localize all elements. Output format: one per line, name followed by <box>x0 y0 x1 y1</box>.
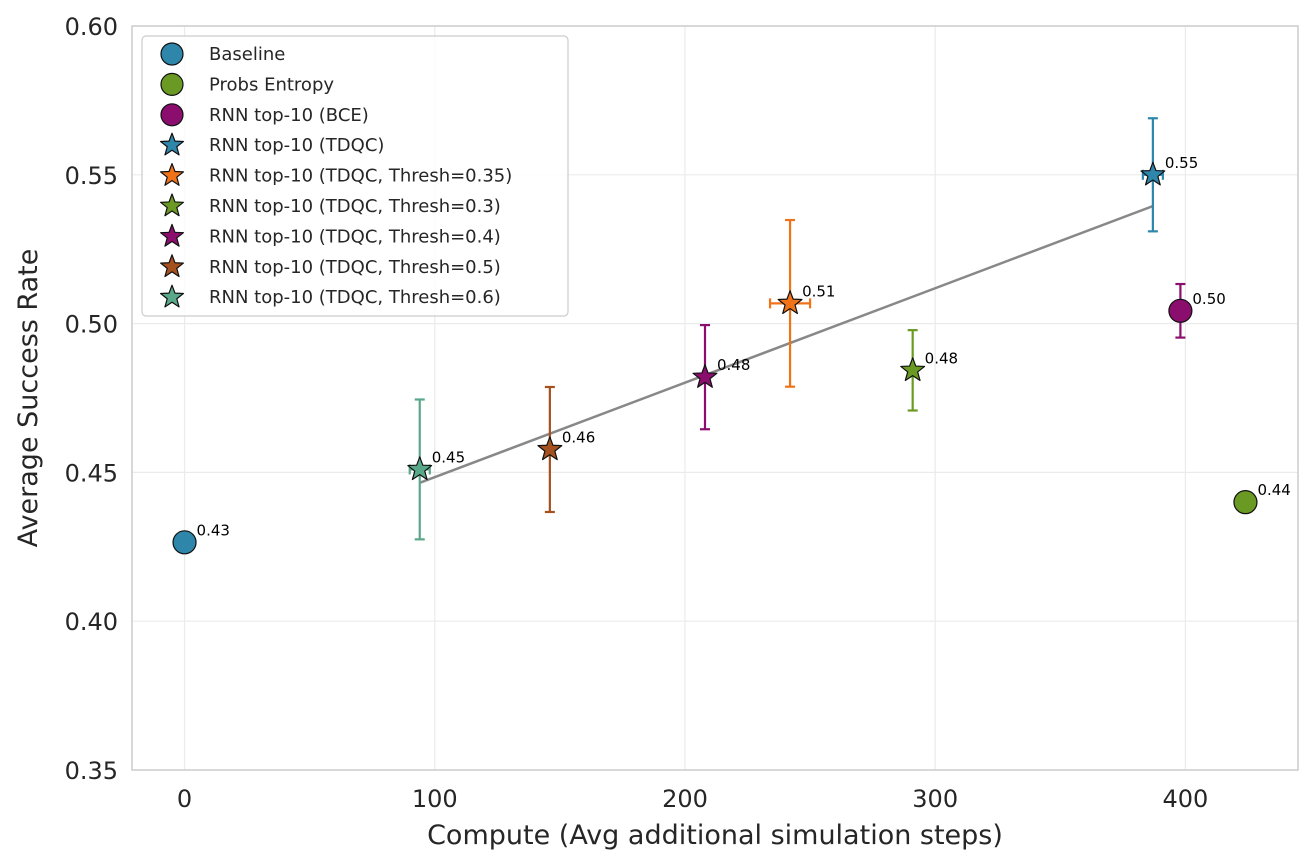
data-label: 0.55 <box>1165 154 1198 172</box>
x-axis-title: Compute (Avg additional simulation steps… <box>427 820 1003 851</box>
legend-entry-label: RNN top-10 (TDQC, Thresh=0.3) <box>209 196 501 217</box>
legend-entry-label: RNN top-10 (TDQC, Thresh=0.4) <box>209 226 501 247</box>
legend-entry-label: Probs Entropy <box>209 74 334 95</box>
x-tick-label: 100 <box>412 785 458 813</box>
y-axis-title: Average Success Rate <box>13 249 44 548</box>
marker-layer <box>172 161 1258 555</box>
legend-marker-circle <box>160 72 184 97</box>
y-tick-label: 0.60 <box>65 13 118 41</box>
legend-marker-star <box>159 132 185 156</box>
x-tick-label: 0 <box>177 785 192 813</box>
data-label: 0.46 <box>562 428 595 446</box>
trend-layer <box>419 204 1154 484</box>
x-tick-label: 200 <box>662 785 708 813</box>
y-tick-label: 0.35 <box>65 757 118 785</box>
data-point-star <box>692 364 718 388</box>
y-tick-label: 0.45 <box>65 459 118 487</box>
data-point-star <box>407 456 433 481</box>
data-label: 0.44 <box>1257 481 1290 499</box>
data-point-star <box>1140 161 1166 186</box>
y-tick-label: 0.55 <box>65 162 118 190</box>
y-tick-label: 0.50 <box>65 311 118 339</box>
legend-entry-label: RNN top-10 (TDQC) <box>209 135 384 156</box>
trend-line <box>419 204 1154 484</box>
legend-box <box>141 35 569 317</box>
tick-layer: 0 100 200 300 400 0.35 0.40 0.45 0.50 0.55 0.60 <box>65 13 1209 813</box>
data-label: 0.43 <box>197 521 230 539</box>
data-point-circle <box>1233 490 1258 515</box>
plot-frame <box>131 25 1299 771</box>
data-point-star <box>777 290 803 315</box>
y-tick-label: 0.40 <box>65 608 118 636</box>
legend-entry-label: RNN top-10 (BCE) <box>209 105 369 126</box>
legend-marker-star <box>159 193 185 217</box>
legend-marker-circle <box>160 103 184 127</box>
legend-entry-label: RNN top-10 (TDQC, Thresh=0.5) <box>209 257 501 278</box>
data-label: 0.48 <box>925 349 958 367</box>
data-label: 0.51 <box>802 282 835 300</box>
legend-entry-label: RNN top-10 (TDQC, Thresh=0.6) <box>209 287 501 308</box>
x-tick-label: 300 <box>912 785 958 813</box>
legend-marker-circle <box>160 42 184 66</box>
data-point-star <box>900 357 926 382</box>
legend-marker-star <box>159 254 185 278</box>
label-layer: 0.43 0.44 0.50 0.55 0.51 0.48 0.48 0.46 0.45 <box>197 154 1291 540</box>
legend-marker-star <box>159 284 185 308</box>
legend: Baseline Probs Entropy RNN top-10 (BCE) RNN… <box>141 35 569 317</box>
x-tick-label: 400 <box>1162 785 1208 813</box>
data-label: 0.50 <box>1192 290 1225 308</box>
data-label: 0.45 <box>432 448 465 466</box>
data-point-circle <box>172 530 197 555</box>
legend-marker-star <box>159 223 185 247</box>
data-label: 0.48 <box>717 356 750 374</box>
data-point-star <box>537 436 563 461</box>
legend-entry-label: Baseline <box>209 44 285 65</box>
legend-marker-star <box>159 163 185 186</box>
legend-entry-label: RNN top-10 (TDQC, Thresh=0.35) <box>209 166 512 187</box>
data-point-circle <box>1168 298 1193 323</box>
